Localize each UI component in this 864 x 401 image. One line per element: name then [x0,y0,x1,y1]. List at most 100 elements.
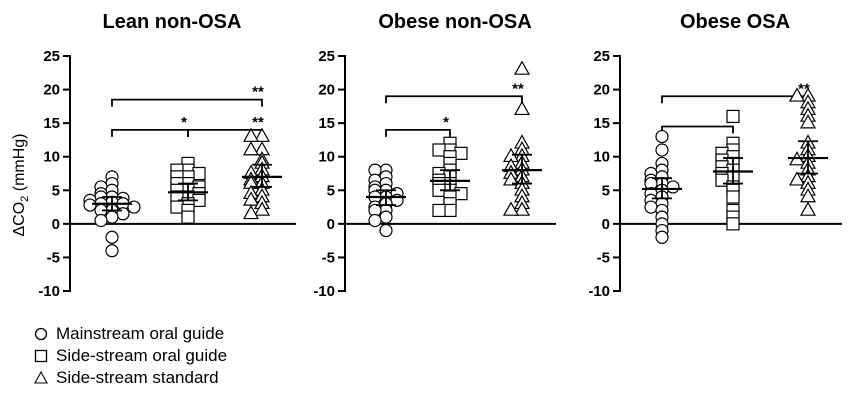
data-point [726,217,740,231]
significance-bracket [661,125,734,134]
y-tick-label: 20 [593,82,610,99]
y-tick-label: -10 [588,283,610,300]
y-tick-label: -10 [38,283,60,300]
significance-label: ** [252,84,264,101]
data-point [94,213,108,228]
y-tick-label: 5 [602,182,610,199]
data-point [726,109,740,124]
data-point [432,203,446,218]
y-tick-label: 0 [327,216,335,233]
y-tick-label: 0 [52,216,60,233]
data-point [432,143,446,157]
data-point [799,114,817,129]
y-axis-label-unit: (mmHg) [11,133,28,195]
series-circle [366,163,406,238]
y-tick-label: 0 [602,216,610,233]
y-tick-label: 20 [43,82,60,99]
y-tick-label: -10 [313,283,335,300]
data-point [502,201,520,216]
legend-item-triangle: Side-stream standard [34,368,219,387]
data-point [181,210,195,224]
data-point [170,200,184,214]
significance-label: * [443,114,449,131]
data-point [368,213,382,228]
y-axis-label-sub: 2 [19,196,31,202]
series-triangle [242,127,282,220]
panel-title: Obese non-OSA [378,11,531,33]
y-axis-label-text: ΔCO2 (mmHg) [11,133,31,236]
y-tick-label: 10 [593,149,610,166]
legend-item-circle: Mainstream oral guide [34,324,224,343]
significance-bracket [111,128,189,137]
series-circle [642,129,682,244]
panel-title: Lean non-OSA [103,11,242,33]
data-point [105,210,119,224]
series-triangle [502,60,542,216]
legend: Mainstream oral guide Side-stream oral gu… [34,324,227,387]
data-point [655,129,669,144]
data-point [242,141,260,156]
significance-label: ** [252,114,264,131]
legend-square-icon [34,349,48,363]
y-tick-label: -5 [47,249,60,266]
legend-label: Side-stream oral guide [56,346,227,365]
y-tick-label: 10 [318,149,335,166]
y-tick-label: 5 [327,182,335,199]
y-tick-label: 10 [43,149,60,166]
data-point [788,87,806,102]
y-tick-label: 15 [593,115,610,132]
data-point [655,230,669,244]
data-point [242,204,260,220]
data-point [105,244,119,258]
series-square [168,156,208,224]
data-point [513,100,531,116]
data-point [513,60,531,75]
data-point [799,201,817,216]
y-tick-label: 25 [593,48,610,65]
legend-triangle-icon [34,370,48,384]
significance-bracket [385,95,523,104]
data-point [443,203,457,218]
series-square [430,136,470,218]
data-point [454,146,468,160]
y-axis-label-co: CO [11,202,28,226]
series-square [713,109,753,231]
y-axis-label-delta: Δ [11,226,28,237]
y-tick-label: 25 [318,48,335,65]
data-point [655,143,669,157]
y-tick-label: 15 [43,115,60,132]
y-tick-label: 25 [43,48,60,65]
data-point [253,201,271,216]
series-circle [83,170,141,258]
significance-label: ** [798,80,810,97]
data-point [105,230,119,244]
y-tick-label: -5 [322,249,335,266]
panel-title: Obese OSA [680,11,790,33]
significance-bracket [385,128,451,137]
data-point [788,171,806,186]
data-point [192,166,206,181]
data-point [726,190,740,204]
significance-label: ** [512,80,524,97]
data-point [502,171,520,186]
data-point [379,223,393,238]
legend-label: Side-stream standard [56,368,219,387]
legend-circle-icon [34,327,48,341]
y-tick-label: 15 [318,115,335,132]
significance-bracket [661,95,809,104]
data-point [83,198,97,212]
legend-item-square: Side-stream oral guide [34,346,227,365]
y-tick-label: -5 [597,249,610,266]
series-triangle [788,87,828,216]
y-tick-label: 5 [52,182,60,199]
significance-bracket [111,98,263,107]
significance-label: * [181,114,187,131]
data-point [513,201,531,216]
data-point [379,210,393,224]
